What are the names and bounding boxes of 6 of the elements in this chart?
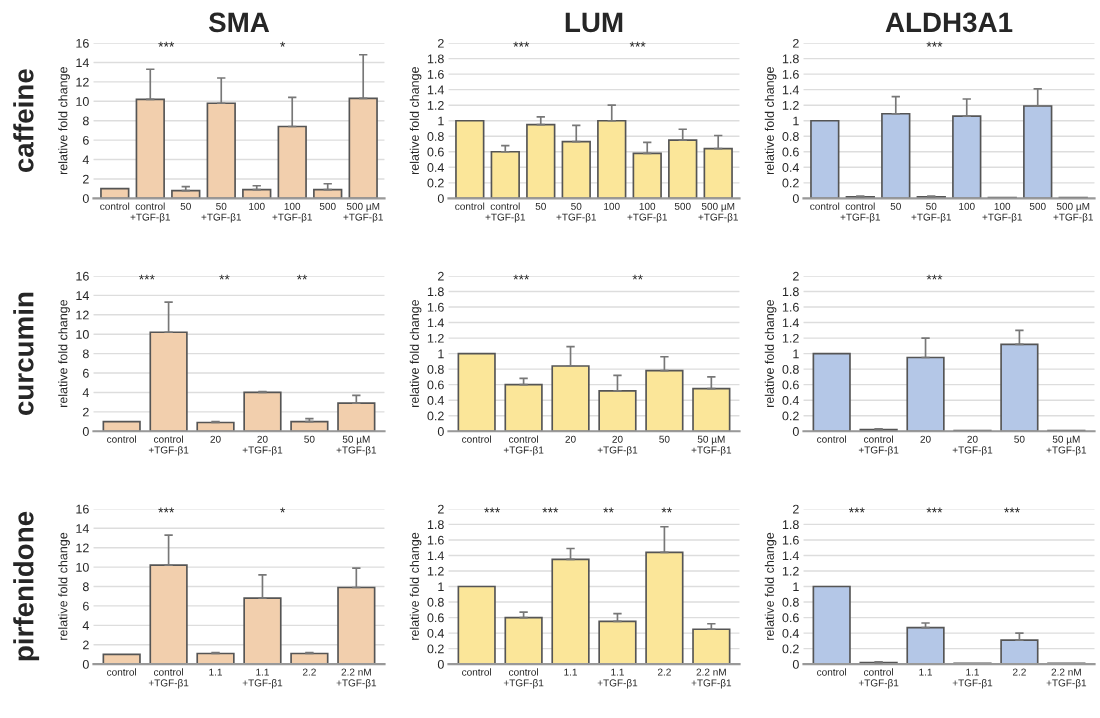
chart-title: LUM <box>565 12 623 33</box>
text: pirfenidone <box>13 511 40 661</box>
text: curcumin <box>13 292 34 416</box>
chart-title: SMA <box>208 12 270 33</box>
text: caffeine <box>13 69 34 173</box>
chart-title: ALDH3A1 <box>885 12 1013 33</box>
